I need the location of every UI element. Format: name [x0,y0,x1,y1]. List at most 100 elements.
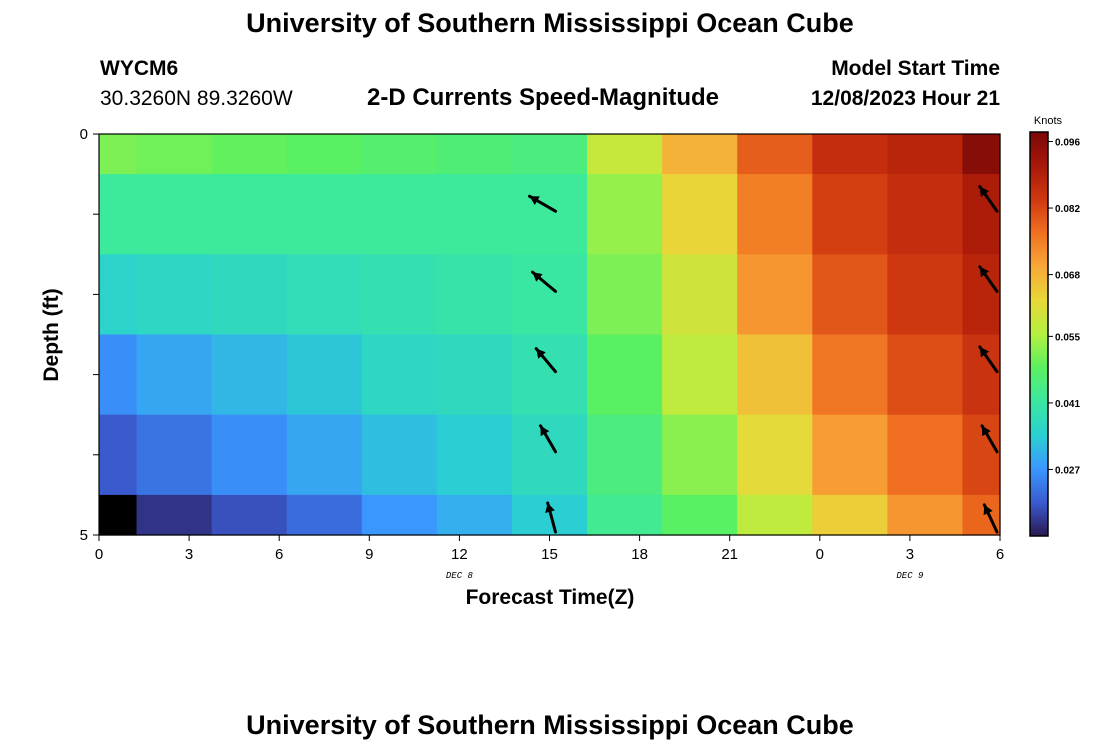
vector-head [979,347,990,358]
heatmap-cell [211,254,288,336]
heatmap-cell [511,134,588,175]
vector-head [982,425,991,437]
heatmap-cell [812,334,888,416]
colorbar-tick-label: 0.055 [1055,332,1080,343]
page-title: University of Southern Mississippi Ocean… [246,8,854,38]
heatmap-cells [99,134,1001,536]
heatmap-cell [662,174,738,255]
current-vector [978,265,999,293]
heatmap-cell [99,414,138,496]
heatmap-cell [662,134,738,175]
heatmap-cell [361,134,438,175]
model-start-time: 12/08/2023 Hour 21 [810,87,1000,110]
current-vector [528,194,557,213]
station-id: WYCM6 [100,57,179,80]
x-tick-label: 18 [631,546,648,563]
heatmap-cell [286,494,363,536]
heatmap-cell [587,414,663,496]
vector-head [979,266,990,278]
heatmap-cell [662,334,738,416]
heatmap-cell [436,334,513,416]
heatmap-cell [812,174,888,255]
heatmap-cell [361,174,438,255]
heatmap-cell [511,414,588,496]
heatmap-cell [211,494,288,536]
x-day-label: DEC 9 [896,571,924,581]
heatmap-cell [286,254,363,336]
colorbar-tick-label: 0.027 [1055,465,1080,476]
heatmap-cell [99,254,138,336]
heatmap-cell [211,414,288,496]
heatmap-cell [587,494,663,536]
heatmap-cell [587,174,663,255]
heatmap-cell [887,254,964,336]
vector-head [979,186,990,197]
heatmap-cell [887,494,964,536]
heatmap-cell [812,134,888,175]
x-tick-label: 21 [721,546,738,563]
x-tick-label: 9 [365,546,373,563]
heatmap-cell [361,254,438,336]
current-vectors [528,185,999,534]
current-vector [978,345,999,374]
heatmap-cell [136,134,213,175]
heatmap-cell [136,494,213,536]
heatmap-cell [136,254,213,336]
heatmap-cell [99,174,138,255]
heatmap-cell [211,134,288,175]
heatmap-cell [737,134,813,175]
colorbar-tick-label: 0.068 [1055,271,1080,282]
heatmap-cell [286,134,363,175]
vector-head [983,504,993,516]
heatmap-cell [887,334,964,416]
heatmap-cell [887,414,964,496]
heatmap-cell [962,174,1001,255]
page-title-bottom: University of Southern Mississippi Ocean… [246,710,854,740]
heatmap-cell [436,134,513,175]
heatmap-cell [962,334,1001,416]
heatmap-cell [962,414,1001,496]
current-vector [978,185,999,213]
station-coords: 30.3260N 89.3260W [100,87,293,110]
vector-head [529,196,540,205]
heatmap-cell [436,174,513,255]
x-tick-label: 3 [185,546,193,563]
current-vector [982,503,999,534]
x-tick-label: 12 [451,546,468,563]
current-vector [539,424,557,454]
heatmap-cell [361,414,438,496]
vector-head [540,425,550,437]
heatmap-cell [361,494,438,536]
x-tick-label: 6 [275,546,283,563]
heatmap-cell [737,494,813,536]
x-tick-label: 0 [95,546,103,563]
y-tick-label: 0 [80,126,88,143]
heatmap-cell [737,254,813,336]
x-axis-title: Forecast Time(Z) [466,586,635,609]
heatmap-cell [662,494,738,536]
colorbar-title: Knots [1034,115,1063,127]
heatmap-cell [436,414,513,496]
colorbar-tick-label: 0.041 [1055,399,1080,410]
model-start-label: Model Start Time [831,57,1000,80]
heatmap-cell [737,174,813,255]
heatmap-cell [99,334,138,416]
colorbar-scale [1029,131,1049,537]
colorbar-tick-label: 0.096 [1055,138,1080,149]
vector-head [545,503,555,513]
heatmap-cell [662,254,738,336]
vector-head [536,348,546,359]
current-vector [531,270,557,293]
heatmap-cell [587,254,663,336]
x-tick-label: 0 [816,546,824,563]
heatmap-cell [812,494,888,536]
heatmap-cell [887,174,964,255]
current-vector [980,424,999,454]
x-day-label: DEC 8 [446,571,474,581]
heatmap-cell [737,414,813,496]
y-axis-title: Depth (ft) [40,288,63,381]
heatmap-cell [436,254,513,336]
heatmap-cell [136,334,213,416]
heatmap-cell [962,134,1001,175]
heatmap-cell [99,134,138,175]
